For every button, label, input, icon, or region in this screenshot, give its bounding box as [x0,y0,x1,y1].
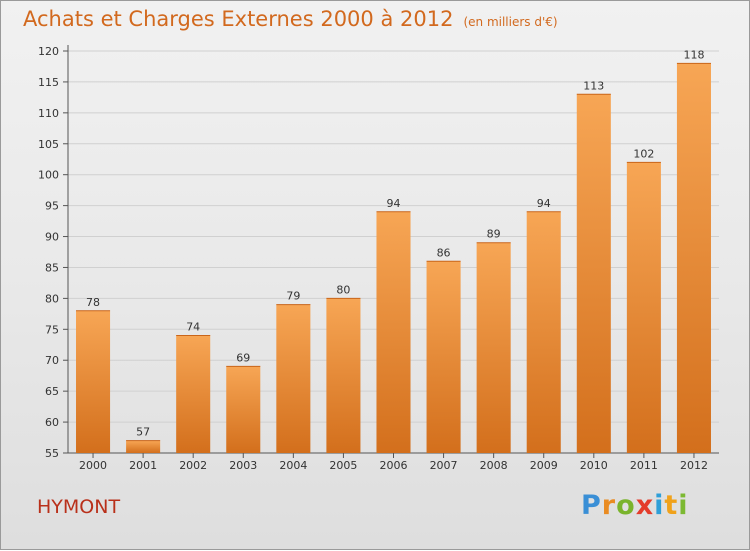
logo-letter: t [664,490,679,521]
x-tick-label: 2006 [380,459,408,472]
logo-letter: i [678,490,689,521]
y-tick-label: 85 [45,261,59,274]
bar [126,440,161,453]
bar [276,304,311,453]
bar [226,366,261,453]
x-tick-label: 2000 [79,459,107,472]
y-tick-label: 80 [45,292,59,305]
bar-value-label: 78 [86,296,100,309]
y-tick-label: 70 [45,354,59,367]
bar [576,94,611,454]
x-tick-label: 2011 [630,459,658,472]
y-tick-label: 90 [45,231,59,244]
bar-value-label: 57 [136,426,150,439]
bar [326,298,361,453]
y-tick-label: 55 [45,447,59,460]
x-tick-label: 2009 [530,459,558,472]
bar [76,310,111,453]
logo-letter: o [616,490,636,521]
logo-letter: r [601,490,617,521]
x-tick-label: 2003 [229,459,257,472]
x-tick-label: 2005 [329,459,357,472]
bar-value-label: 113 [583,79,604,92]
logo-letter: x [635,490,655,521]
bar-value-label: 80 [336,283,350,296]
bar-value-label: 94 [537,197,551,210]
y-tick-label: 75 [45,323,59,336]
commune-name: HYMONT [37,496,121,518]
x-tick-label: 2008 [480,459,508,472]
bar-value-label: 89 [487,228,501,241]
bar [426,261,461,453]
bar-value-label: 102 [633,147,654,160]
bar-value-label: 94 [387,197,401,210]
y-tick-label: 60 [45,416,59,429]
bar-value-label: 79 [286,290,300,303]
x-tick-label: 2004 [279,459,307,472]
x-tick-label: 2001 [129,459,157,472]
x-tick-label: 2012 [680,459,708,472]
bar-value-label: 118 [683,48,704,61]
y-tick-label: 65 [45,385,59,398]
logo-letter: P [581,490,602,521]
proxiti-logo: Proxiti [581,490,689,521]
logo-letter: i [654,490,665,521]
y-tick-label: 120 [38,45,59,58]
bar-value-label: 69 [236,351,250,364]
x-tick-label: 2002 [179,459,207,472]
y-tick-label: 110 [38,107,59,120]
chart-title: Achats et Charges Externes 2000 à 2012 (e… [23,7,558,31]
bar [676,63,711,453]
y-tick-label: 100 [38,169,59,182]
bar [526,211,561,453]
y-tick-label: 95 [45,200,59,213]
bar [476,242,511,453]
x-tick-label: 2007 [430,459,458,472]
bar [176,335,211,453]
bar-value-label: 86 [437,246,451,259]
bar-value-label: 74 [186,320,200,333]
bar [376,211,411,453]
chart-title-text: Achats et Charges Externes 2000 à 2012 [23,7,454,31]
bar [626,162,661,454]
y-tick-label: 115 [38,76,59,89]
x-tick-label: 2010 [580,459,608,472]
chart-unit: (en milliers d'€) [463,15,558,29]
y-tick-label: 105 [38,138,59,151]
